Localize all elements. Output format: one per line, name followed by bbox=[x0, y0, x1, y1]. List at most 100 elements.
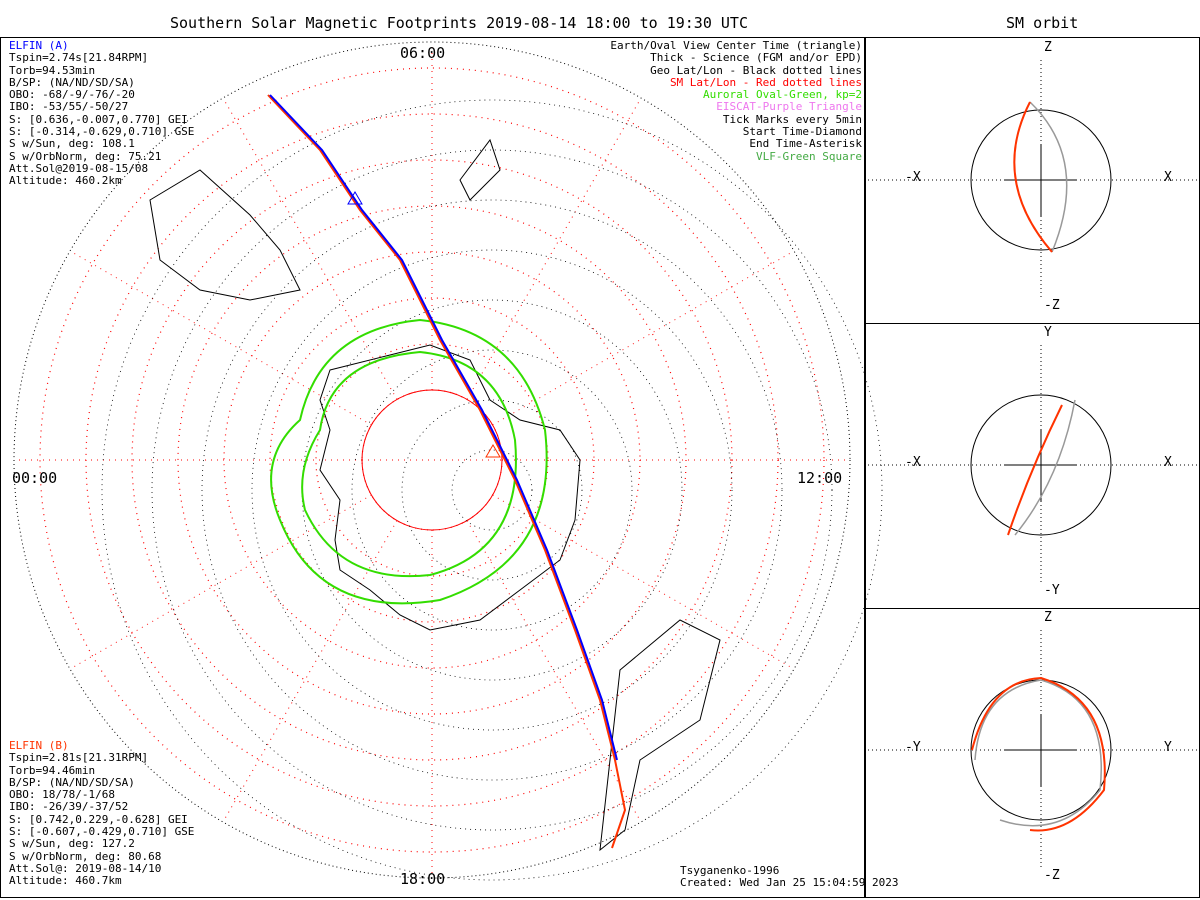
orbit-axis-label-top: Z bbox=[1044, 610, 1052, 625]
model-label: Tsyganenko-1996 bbox=[680, 864, 780, 877]
elfin-b-info-line: IBO: -26/39/-37/52 bbox=[9, 800, 129, 814]
time-label-12: 12:00 bbox=[797, 469, 843, 487]
elfin-b-info-line: OBO: 18/78/-1/68 bbox=[9, 788, 115, 802]
orbit-path-elfin-b bbox=[1007, 404, 1063, 536]
orbit-axis-label-left: -X bbox=[905, 455, 921, 470]
created-label: Created: Wed Jan 25 15:04:59 2023 bbox=[680, 876, 899, 890]
orbit-axis-label-top: Z bbox=[1044, 40, 1052, 55]
main-title: Southern Solar Magnetic Footprints 2019-… bbox=[170, 14, 748, 32]
view-center-triangle-a bbox=[347, 191, 363, 205]
elfin-b-info-line: S w/OrbNorm, deg: 80.68 bbox=[9, 849, 162, 863]
main-frame bbox=[0, 37, 865, 898]
orbit-axis-label-right: Y bbox=[1164, 740, 1172, 755]
elfin-b-info: ELFIN (B) Tspin=2.81s[21.31RPM] Torb=94.4… bbox=[9, 739, 195, 888]
geo-latitude-circle bbox=[351, 349, 633, 631]
legend-entry: Auroral Oval-Green, kp=2 bbox=[703, 88, 862, 102]
earth-circle bbox=[970, 109, 1112, 251]
elfin-a-info-line: OBO: -68/-9/-76/-20 bbox=[9, 88, 135, 102]
new-zealand-coastline bbox=[459, 138, 501, 201]
orbit-axis-label-bottom: -Z bbox=[1044, 868, 1060, 883]
sm-latitude-circle bbox=[223, 251, 641, 669]
elfin-b-name: ELFIN (B) bbox=[9, 739, 69, 752]
orbit-title: SM orbit bbox=[1006, 14, 1079, 32]
orbit-axis-label-right: X bbox=[1164, 170, 1172, 185]
orbit-axis-label-top: Y bbox=[1044, 325, 1052, 340]
sm-latitude-circle bbox=[269, 297, 595, 623]
auroral-oval-outer bbox=[270, 318, 548, 605]
legend-entry: VLF-Green Square bbox=[756, 149, 862, 163]
map-boundary bbox=[13, 41, 851, 879]
sm-latitude-circle bbox=[39, 67, 825, 853]
elfin-b-info-line: S: [0.742,0.229,-0.628] GEI bbox=[9, 812, 188, 826]
sm-longitude-line bbox=[492, 494, 795, 670]
sm-latitude-circle bbox=[85, 113, 779, 807]
geo-latitude-circle bbox=[201, 199, 783, 781]
elfin-a-info-line: B/SP: (NA/ND/SD/SA) bbox=[9, 75, 135, 89]
geo-latitude-circle bbox=[151, 149, 833, 831]
legend-entry: Tick Marks every 5min bbox=[722, 112, 862, 126]
auroral-oval-inner bbox=[301, 350, 517, 578]
elfin-a-info-line: Torb=94.53min bbox=[9, 63, 96, 77]
elfin-b-info-line: S: [-0.607,-0.429,0.710] GSE bbox=[9, 825, 195, 839]
elfin-b-info-line: B/SP: (NA/ND/SD/SA) bbox=[9, 775, 135, 789]
sm-longitude-line bbox=[466, 520, 642, 823]
geo-latitude-circle bbox=[101, 99, 883, 881]
sm-longitude-line bbox=[466, 97, 642, 400]
sm-latitude-circle bbox=[315, 343, 549, 577]
legend-entry: Geo Lat/Lon - Black dotted lines bbox=[650, 63, 862, 77]
time-label-18: 18:00 bbox=[400, 870, 446, 888]
legend-entry: Earth/Oval View Center Time (triangle) bbox=[610, 39, 862, 52]
orbit-panels bbox=[868, 60, 1198, 870]
geo-latitude-circle bbox=[401, 399, 583, 581]
polar-map bbox=[13, 41, 883, 881]
orbit-axis-label-left: -X bbox=[905, 170, 921, 185]
sm-longitude-line bbox=[492, 250, 795, 426]
australia-coastline bbox=[149, 169, 301, 301]
orbit-axis-label-right: X bbox=[1164, 455, 1172, 470]
orbit-path-elfin-b bbox=[1013, 101, 1053, 253]
time-label-00: 00:00 bbox=[12, 469, 58, 487]
sm-longitude-line bbox=[69, 494, 372, 670]
elfin-a-info-line: IBO: -53/55/-50/27 bbox=[9, 100, 129, 114]
legend-entry: End Time-Asterisk bbox=[749, 137, 862, 151]
orbit-axis-label-left: -Y bbox=[905, 740, 921, 755]
elfin-a-info-line: S w/Sun, deg: 108.1 bbox=[9, 137, 135, 151]
elfin-a-track bbox=[269, 94, 618, 761]
orbit-path-elfin-b bbox=[971, 676, 1106, 832]
elfin-b-info-line: S w/Sun, deg: 127.2 bbox=[9, 837, 135, 851]
earth-circle bbox=[970, 394, 1112, 536]
legend-entry: EISCAT-Purple Triangle bbox=[716, 100, 862, 114]
view-center-triangle-b bbox=[485, 444, 501, 458]
sm-longitude-line bbox=[222, 97, 398, 400]
legend: Earth/Oval View Center Time (triangle) Th… bbox=[610, 39, 862, 163]
elfin-a-info-line: Att.Sol@2019-08-15/08 bbox=[9, 161, 149, 175]
legend-entry: SM Lat/Lon - Red dotted lines bbox=[669, 75, 862, 89]
time-label-06: 06:00 bbox=[400, 44, 446, 62]
elfin-b-track bbox=[267, 94, 627, 849]
elfin-a-info-line: S: [-0.314,-0.629,0.710] GSE bbox=[9, 125, 195, 139]
elfin-a-info: ELFIN (A) Tspin=2.74s[21.84RPM] Torb=94.5… bbox=[9, 39, 195, 188]
antarctica-coastline bbox=[319, 344, 581, 631]
elfin-b-info-line: Tspin=2.81s[21.31RPM] bbox=[9, 751, 149, 765]
elfin-b-info-line: Att.Sol@: 2019-08-14/10 bbox=[9, 861, 162, 875]
elfin-a-info-line: Tspin=2.74s[21.84RPM] bbox=[9, 51, 149, 65]
orbit-path-shadow bbox=[1029, 101, 1068, 253]
sm-pole-circle bbox=[361, 389, 503, 531]
elfin-b-info-line: Torb=94.46min bbox=[9, 763, 96, 777]
elfin-a-info-line: Altitude: 460.2km bbox=[9, 174, 122, 188]
south-america-coastline bbox=[599, 619, 721, 852]
legend-entry: Thick - Science (FGM and/or EPD) bbox=[650, 51, 862, 65]
sm-latitude-circle bbox=[131, 159, 733, 761]
elfin-a-info-line: S w/OrbNorm, deg: 75.21 bbox=[9, 149, 162, 163]
geo-latitude-circle bbox=[451, 449, 533, 531]
sm-longitude-line bbox=[222, 520, 398, 823]
elfin-a-name: ELFIN (A) bbox=[9, 39, 69, 52]
legend-entry: Start Time-Diamond bbox=[742, 125, 862, 139]
orbit-path-shadow bbox=[1014, 399, 1076, 536]
geo-latitude-circle bbox=[251, 249, 733, 731]
footer: Tsyganenko-1996 Created: Wed Jan 25 15:0… bbox=[680, 864, 899, 890]
geo-latitude-circle bbox=[301, 299, 683, 681]
sm-latitude-circle bbox=[177, 205, 687, 715]
orbit-axis-label-bottom: -Z bbox=[1044, 298, 1060, 313]
